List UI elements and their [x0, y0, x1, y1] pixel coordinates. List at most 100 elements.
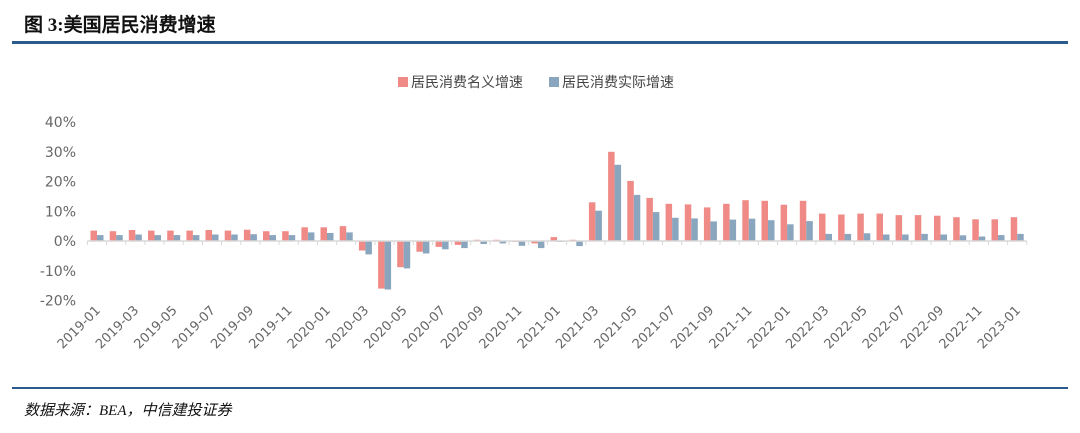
bar-nominal-2020-01 — [320, 227, 327, 241]
bar-nominal-2020-12 — [531, 241, 538, 244]
bar-real-2019-06 — [192, 235, 200, 241]
bar-nominal-2021-12 — [761, 200, 768, 241]
bar-real-2020-09 — [480, 241, 487, 244]
bar-real-2020-02 — [346, 232, 353, 241]
bar-nominal-2020-06 — [416, 241, 423, 252]
bar-nominal-2022-08 — [914, 215, 922, 241]
bar-nominal-2019-12 — [301, 227, 308, 241]
bar-nominal-2022-02 — [799, 200, 807, 241]
y-tick-label: 0% — [54, 234, 76, 250]
bar-nominal-2019-11 — [282, 231, 289, 241]
bar-real-2019-08 — [231, 234, 238, 241]
bar-nominal-2019-10 — [263, 231, 270, 241]
bar-nominal-2019-06 — [186, 230, 193, 241]
bar-real-2019-01 — [97, 235, 104, 241]
bar-nominal-2021-06 — [646, 197, 653, 241]
bar-real-2021-02 — [576, 241, 583, 247]
bar-real-2021-09 — [710, 221, 717, 241]
bar-real-2021-03 — [595, 210, 602, 241]
bar-real-2022-10 — [959, 235, 967, 241]
bar-real-2019-12 — [307, 232, 315, 241]
bar-nominal-2019-05 — [167, 230, 174, 241]
bar-nominal-2022-01 — [780, 204, 788, 241]
bottom-divider — [12, 387, 1068, 389]
bar-real-2022-03 — [825, 233, 832, 241]
bar-real-2019-10 — [269, 235, 276, 241]
bar-nominal-2022-04 — [838, 214, 845, 241]
bar-nominal-2021-09 — [703, 207, 711, 241]
y-tick-label: 20% — [45, 175, 76, 191]
bar-nominal-2021-10 — [723, 203, 730, 241]
bar-real-2022-08 — [921, 233, 928, 241]
bar-nominal-2022-03 — [819, 213, 826, 241]
bar-nominal-2020-02 — [339, 226, 347, 241]
bar-real-2020-10 — [499, 241, 507, 244]
bar-real-2020-01 — [327, 233, 334, 241]
bar-nominal-2020-08 — [454, 241, 462, 245]
bar-nominal-2022-06 — [876, 213, 883, 241]
legend-label-real: 居民消费实际增速 — [562, 75, 674, 91]
bar-real-2021-11 — [748, 218, 756, 241]
figure-title: 图 3:美国居民消费增速 — [24, 15, 216, 36]
bar-real-2019-02 — [116, 235, 123, 241]
bar-nominal-2019-07 — [205, 230, 212, 241]
bar-nominal-2022-05 — [857, 213, 864, 241]
bar-nominal-2020-07 — [435, 241, 443, 247]
bar-real-2021-10 — [729, 219, 737, 241]
y-tick-label: 40% — [45, 115, 76, 131]
top-divider — [12, 41, 1068, 44]
y-tick-label: -20% — [40, 294, 76, 310]
bar-real-2020-11 — [518, 241, 526, 246]
bar-nominal-2022-09 — [934, 215, 941, 241]
bar-nominal-2019-01 — [90, 230, 97, 241]
bar-real-2023-01 — [1017, 233, 1024, 241]
bar-real-2022-11 — [978, 236, 986, 241]
bar-nominal-2021-07 — [665, 203, 673, 241]
bar-nominal-2020-05 — [397, 241, 404, 268]
bar-nominal-2019-02 — [109, 231, 117, 241]
bar-real-2022-12 — [998, 235, 1005, 241]
bar-nominal-2020-04 — [378, 241, 385, 289]
bar-real-2022-05 — [863, 233, 871, 241]
y-tick-label: 30% — [45, 145, 76, 161]
legend-swatch-real — [549, 77, 559, 87]
bar-real-2022-07 — [902, 234, 909, 241]
bar-nominal-2021-05 — [627, 180, 634, 241]
bar-real-2020-05 — [403, 241, 411, 269]
bar-nominal-2020-03 — [358, 241, 366, 251]
bar-nominal-2021-01 — [550, 237, 558, 241]
bar-real-2019-09 — [250, 234, 257, 241]
bar-real-2019-05 — [173, 235, 181, 241]
bar-nominal-2023-01 — [1010, 217, 1018, 241]
bar-real-2020-08 — [461, 241, 468, 249]
bar-real-2020-06 — [422, 241, 430, 254]
bar-real-2022-09 — [940, 234, 947, 241]
bar-nominal-2021-04 — [608, 151, 615, 242]
bar-real-2019-04 — [154, 235, 161, 241]
bar-real-2019-07 — [212, 234, 219, 241]
bar-real-2022-04 — [844, 233, 852, 241]
legend-label-nominal: 居民消费名义增速 — [411, 75, 523, 91]
bar-real-2021-05 — [633, 194, 641, 241]
bar-nominal-2022-12 — [991, 219, 998, 241]
bar-real-2021-04 — [614, 164, 622, 241]
y-tick-label: 10% — [45, 204, 76, 220]
bar-nominal-2022-11 — [972, 219, 979, 241]
bar-nominal-2022-10 — [953, 217, 960, 241]
bar-real-2021-12 — [768, 220, 775, 241]
legend: 居民消费名义增速 居民消费实际增速 — [398, 75, 674, 91]
y-tick-label: -10% — [40, 264, 76, 280]
bar-real-2021-08 — [691, 218, 698, 241]
bar-real-2020-03 — [365, 241, 372, 255]
bar-nominal-2021-11 — [742, 200, 749, 241]
bar-real-2022-02 — [806, 221, 813, 241]
bar-nominal-2019-04 — [148, 230, 155, 241]
bar-real-2022-01 — [787, 224, 794, 241]
bar-nominal-2019-03 — [128, 230, 136, 241]
bar-real-2021-07 — [672, 217, 679, 241]
bar-real-2019-11 — [288, 235, 296, 241]
bar-nominal-2022-07 — [895, 215, 903, 241]
bar-nominal-2019-09 — [243, 229, 251, 241]
legend-swatch-nominal — [398, 77, 408, 87]
